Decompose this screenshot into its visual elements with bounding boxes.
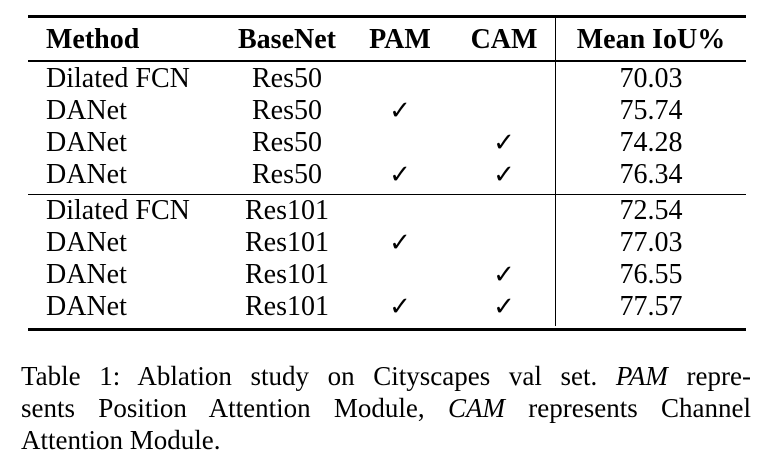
cell-method: Dilated FCN xyxy=(46,195,190,226)
cell-basenet: Res50 xyxy=(252,95,322,126)
cell-cam-check: ✓ xyxy=(493,128,515,158)
cell-mean-iou: 75.74 xyxy=(619,95,683,126)
cell-basenet: Res101 xyxy=(245,227,329,258)
caption-pam-term: PAM xyxy=(615,361,668,391)
cell-basenet: Res101 xyxy=(245,291,329,322)
header-cam: CAM xyxy=(470,24,538,55)
cell-pam-check: ✓ xyxy=(389,228,411,258)
cell-cam-check: ✓ xyxy=(493,260,515,290)
cell-basenet: Res50 xyxy=(252,159,322,190)
cell-basenet: Res50 xyxy=(252,127,322,158)
caption-text: sents Position Attention Module, xyxy=(21,393,425,423)
cell-mean-iou: 77.57 xyxy=(619,291,683,322)
header-pam: PAM xyxy=(369,24,431,55)
caption-line-1: Table 1: Ablation study on Cityscapes va… xyxy=(21,360,751,392)
cell-mean-iou: 77.03 xyxy=(619,227,683,258)
cell-basenet: Res101 xyxy=(245,195,329,226)
cell-mean-iou: 70.03 xyxy=(619,63,683,94)
caption-text: represents Channel xyxy=(528,393,751,423)
header-method: Method xyxy=(46,24,140,55)
header-mean-iou: Mean IoU% xyxy=(576,24,726,55)
table-group-rule xyxy=(28,194,746,195)
cell-method: DANet xyxy=(46,259,127,290)
caption-line-2: sents Position Attention Module, CAM rep… xyxy=(21,392,751,424)
header-basenet: BaseNet xyxy=(238,24,336,55)
caption-cam-term: CAM xyxy=(447,393,505,423)
table-bottom-rule xyxy=(28,328,746,331)
cell-method: Dilated FCN xyxy=(46,63,190,94)
cell-method: DANet xyxy=(46,127,127,158)
cell-mean-iou: 72.54 xyxy=(619,195,683,226)
cell-method: DANet xyxy=(46,159,127,190)
cell-method: DANet xyxy=(46,291,127,322)
cell-pam-check: ✓ xyxy=(389,96,411,126)
table-vertical-rule xyxy=(555,18,556,326)
table-top-rule xyxy=(28,15,746,18)
cell-method: DANet xyxy=(46,227,127,258)
cell-cam-check: ✓ xyxy=(493,160,515,190)
cell-pam-check: ✓ xyxy=(389,160,411,190)
cell-mean-iou: 76.55 xyxy=(619,259,683,290)
cell-cam-check: ✓ xyxy=(493,292,515,322)
cell-mean-iou: 74.28 xyxy=(619,127,683,158)
caption-text: repre- xyxy=(686,361,751,391)
caption-text: Table 1: Ablation study on Cityscapes va… xyxy=(21,361,598,391)
cell-pam-check: ✓ xyxy=(389,292,411,322)
table-caption: Table 1: Ablation study on Cityscapes va… xyxy=(21,360,751,456)
cell-basenet: Res101 xyxy=(245,259,329,290)
cell-basenet: Res50 xyxy=(252,63,322,94)
caption-line-3: Attention Module. xyxy=(21,425,221,455)
cell-method: DANet xyxy=(46,95,127,126)
table-header-rule xyxy=(28,60,746,62)
cell-mean-iou: 76.34 xyxy=(619,159,683,190)
